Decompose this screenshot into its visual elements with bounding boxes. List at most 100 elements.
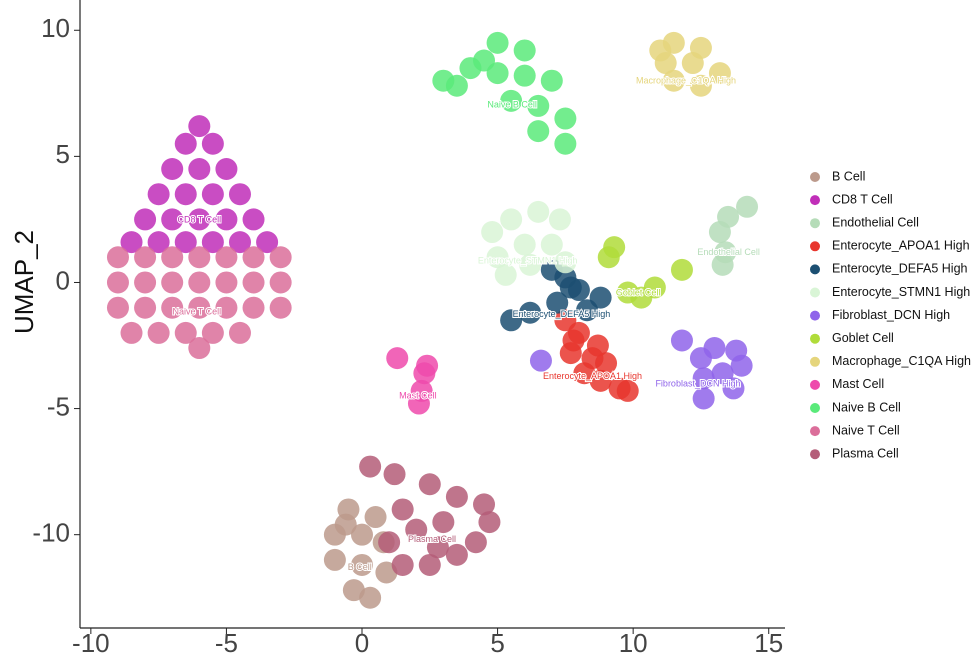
point xyxy=(201,231,224,254)
point xyxy=(134,208,157,231)
point xyxy=(147,183,170,206)
point xyxy=(359,455,382,478)
y-tick-label: 5 xyxy=(56,139,70,169)
point xyxy=(670,329,693,352)
point xyxy=(269,246,292,269)
legend-label: Naive T Cell xyxy=(832,423,900,437)
cluster-label: Enterocyte_STMN1 High xyxy=(478,256,578,266)
point xyxy=(161,296,184,319)
point xyxy=(554,107,577,130)
legend-marker xyxy=(810,333,820,344)
point xyxy=(426,536,449,559)
point xyxy=(161,208,184,231)
y-tick-label: -10 xyxy=(32,518,70,548)
x-tick-label: 15 xyxy=(754,628,783,656)
x-tick-label: -5 xyxy=(215,628,238,656)
x-tick-label: 10 xyxy=(619,628,648,656)
cluster-label: Mast Cell xyxy=(399,391,437,401)
point xyxy=(188,208,211,231)
point xyxy=(500,208,523,231)
point xyxy=(359,586,382,609)
point xyxy=(201,132,224,155)
point xyxy=(161,271,184,294)
y-tick-label: 0 xyxy=(56,265,70,295)
point xyxy=(616,281,639,304)
point xyxy=(391,553,414,576)
points xyxy=(106,31,759,609)
point xyxy=(649,39,672,62)
point xyxy=(597,246,620,269)
point xyxy=(681,52,704,75)
point xyxy=(215,271,238,294)
axes: -10 -5 0 5 10 15 -10 -5 0 5 10 xyxy=(32,0,785,656)
point xyxy=(106,246,129,269)
legend-marker xyxy=(810,264,820,275)
legend-label: Enterocyte_STMN1 High xyxy=(832,285,970,299)
point xyxy=(662,69,685,92)
point xyxy=(722,377,745,400)
point xyxy=(513,64,536,87)
point xyxy=(730,354,753,377)
legend-label: Macrophage_C1QA High xyxy=(832,354,971,368)
point xyxy=(405,518,428,541)
point xyxy=(481,221,504,244)
legend-label: Enterocyte_APOA1 High xyxy=(832,239,970,253)
legend-marker xyxy=(810,218,820,229)
legend-label: Endothelial Cell xyxy=(832,215,919,229)
point xyxy=(242,208,265,231)
point xyxy=(464,531,487,554)
point xyxy=(323,548,346,571)
point xyxy=(161,246,184,269)
y-tick-label: -5 xyxy=(47,391,70,421)
point xyxy=(529,349,552,372)
point xyxy=(391,498,414,521)
point xyxy=(364,506,387,529)
point xyxy=(576,299,599,322)
point xyxy=(386,347,409,370)
point xyxy=(540,69,563,92)
point xyxy=(540,233,563,256)
point xyxy=(689,74,712,97)
point xyxy=(106,271,129,294)
point xyxy=(120,231,143,254)
point xyxy=(174,132,197,155)
point xyxy=(174,321,197,344)
point xyxy=(242,296,265,319)
point xyxy=(147,321,170,344)
point xyxy=(228,231,251,254)
y-axis-label: UMAP_2 xyxy=(9,230,39,334)
point xyxy=(201,321,224,344)
legend-label: B Cell xyxy=(832,169,865,183)
point xyxy=(134,246,157,269)
point xyxy=(188,296,211,319)
point xyxy=(527,94,550,117)
point xyxy=(736,195,759,218)
cluster-label: Endothelial Cell xyxy=(697,247,760,257)
legend-marker xyxy=(810,379,820,390)
point xyxy=(106,296,129,319)
point xyxy=(188,246,211,269)
point xyxy=(228,183,251,206)
point xyxy=(188,115,211,138)
point xyxy=(269,296,292,319)
point xyxy=(546,291,569,314)
point xyxy=(432,511,455,534)
cluster-label: Enterocyte_DEFA5 High xyxy=(513,309,611,319)
point xyxy=(269,271,292,294)
point xyxy=(527,120,550,143)
point xyxy=(486,246,509,269)
point xyxy=(500,89,523,112)
point xyxy=(519,301,542,324)
legend-marker xyxy=(810,172,820,182)
point xyxy=(711,253,734,276)
point xyxy=(134,271,157,294)
legend-marker xyxy=(810,403,820,413)
point xyxy=(708,62,731,85)
point xyxy=(595,352,618,375)
point xyxy=(418,473,441,496)
point xyxy=(418,553,441,576)
point xyxy=(378,531,401,554)
point xyxy=(188,157,211,180)
cluster-label: B Cell xyxy=(348,562,372,572)
